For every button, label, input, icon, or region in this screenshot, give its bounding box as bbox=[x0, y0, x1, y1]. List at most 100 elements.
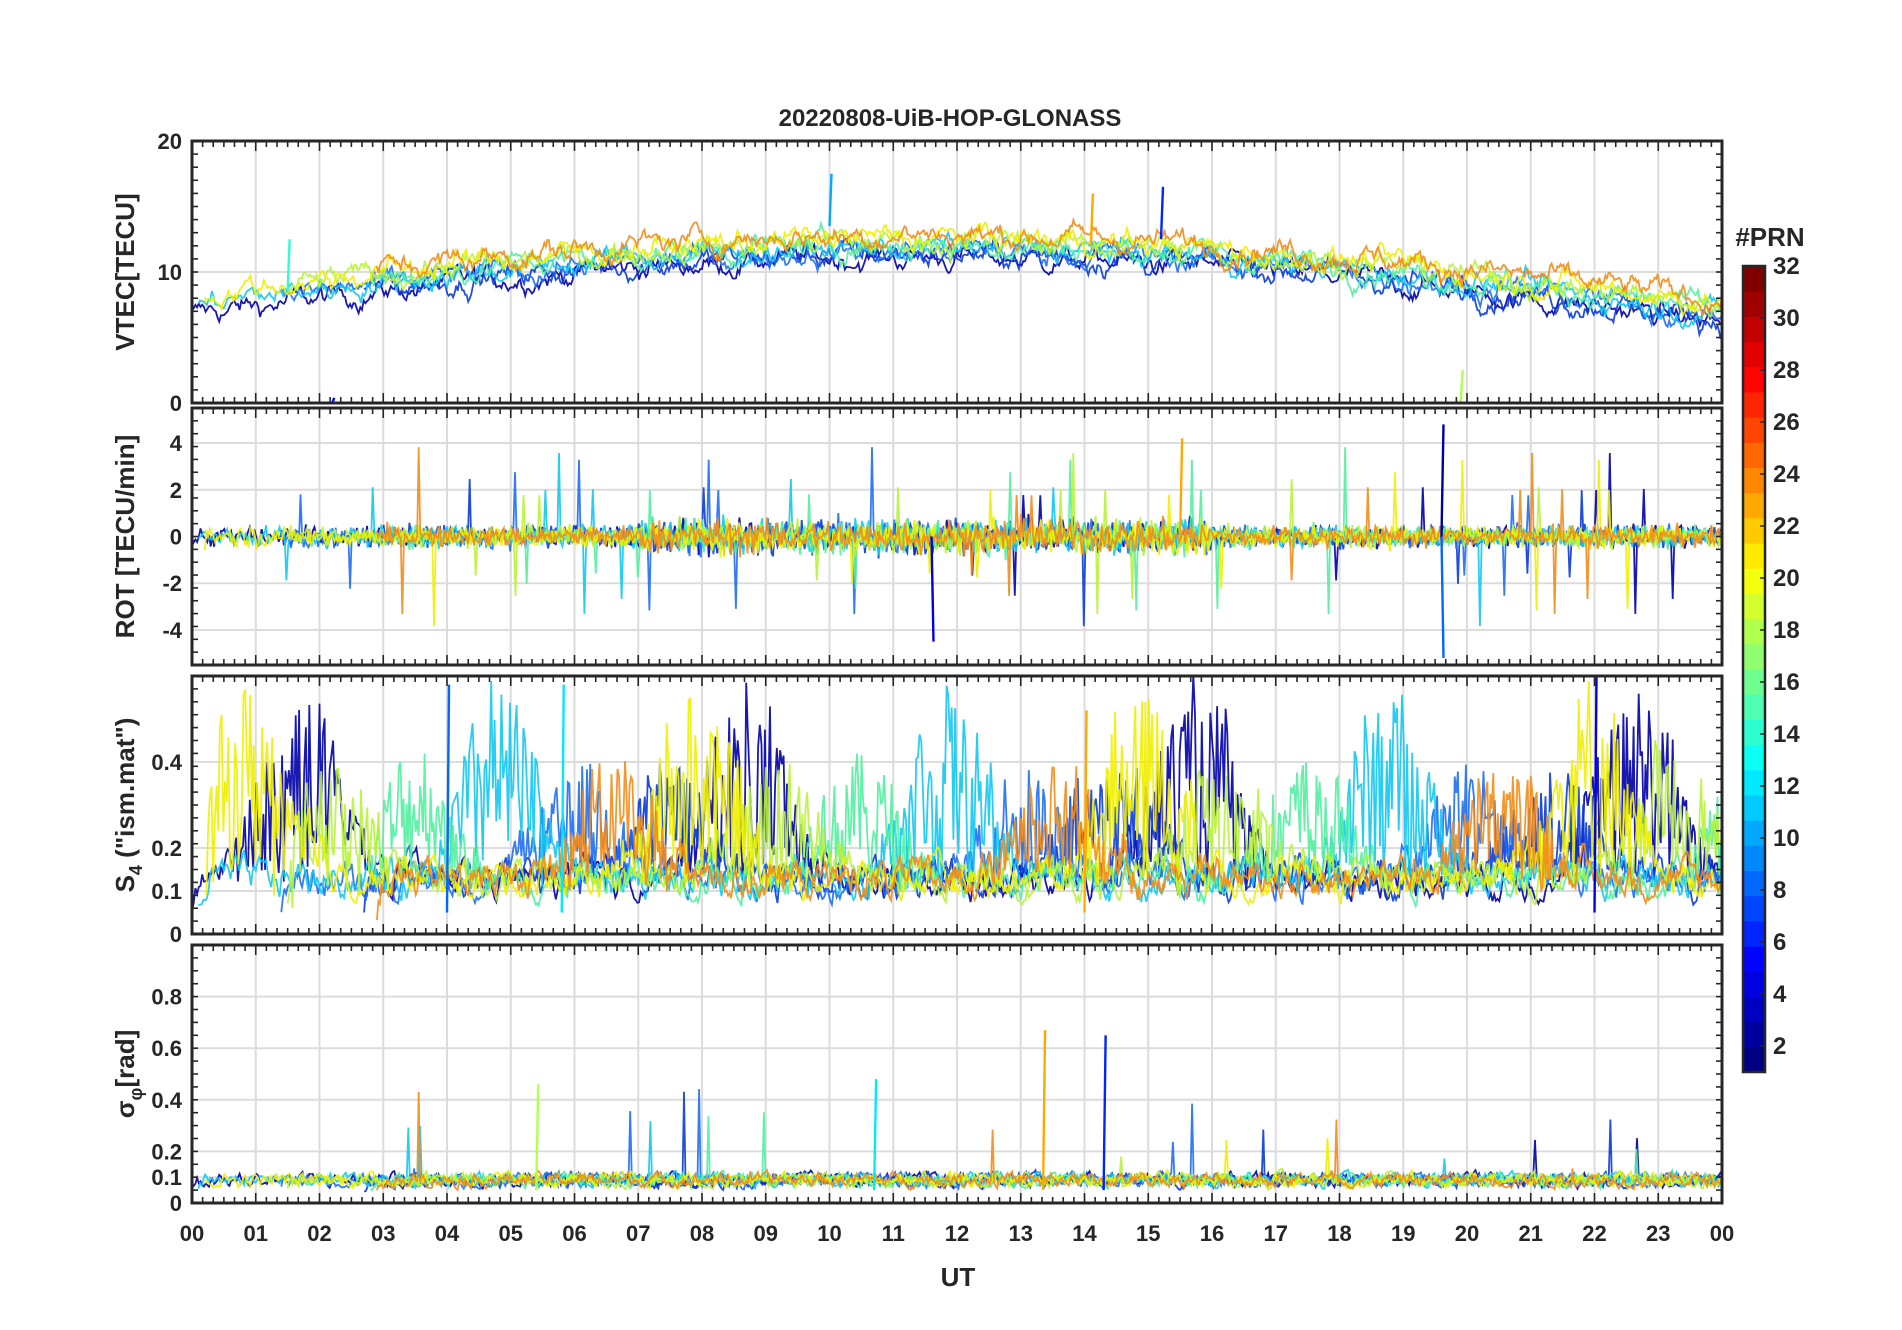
x-axis-label: UT bbox=[941, 1262, 976, 1292]
y-axis-label: VTEC[TECU] bbox=[110, 193, 140, 350]
x-tick-label: 23 bbox=[1646, 1221, 1670, 1246]
colorbar-tick-label: 6 bbox=[1773, 929, 1786, 956]
x-tick-label: 00 bbox=[180, 1221, 204, 1246]
colorbar-tick-label: 10 bbox=[1773, 825, 1800, 852]
y-tick-label: 20 bbox=[158, 129, 182, 154]
y-tick-label: 0.4 bbox=[151, 1088, 182, 1113]
x-tick-label: 14 bbox=[1072, 1221, 1097, 1246]
colorbar-segment bbox=[1743, 593, 1765, 620]
data-point bbox=[1083, 710, 1088, 913]
colorbar-segment bbox=[1743, 1021, 1765, 1048]
x-tick-label: 02 bbox=[307, 1221, 331, 1246]
colorbar-segment bbox=[1743, 417, 1765, 443]
panel-minor-ticks bbox=[191, 944, 1723, 1204]
panel-2: -4 -2 0 2 4 ROT [TECU/min] bbox=[110, 406, 1724, 667]
colorbar-segment bbox=[1743, 291, 1765, 317]
x-tick-label: 22 bbox=[1582, 1221, 1606, 1246]
x-tick-label: 20 bbox=[1455, 1221, 1479, 1246]
x-tick-labels: 00 01 02 03 04 05 06 07 08 09 10 11 12 13 14 15 16 17 18 19… bbox=[180, 1221, 1734, 1246]
y-tick-label: 0.2 bbox=[151, 836, 182, 861]
x-tick-label: 13 bbox=[1009, 1221, 1033, 1246]
colorbar-segment bbox=[1743, 769, 1765, 796]
y-tick-label: 0.4 bbox=[151, 750, 182, 775]
colorbar-tick-label: 18 bbox=[1773, 617, 1800, 644]
data-point bbox=[1089, 193, 1095, 246]
colorbar-segment bbox=[1743, 492, 1765, 519]
y-tick-label: 4 bbox=[170, 431, 183, 456]
panel-traces bbox=[192, 1030, 1722, 1193]
colorbar-frame bbox=[1741, 264, 1767, 1074]
panel-traces bbox=[192, 676, 1722, 920]
panel-1: 0 10 20 VTEC[TECU] bbox=[110, 129, 1724, 416]
series-line bbox=[376, 216, 1722, 318]
y-tick-label: 0 bbox=[170, 1191, 182, 1216]
series-line bbox=[280, 763, 1722, 913]
x-tick-label: 19 bbox=[1391, 1221, 1415, 1246]
colorbar-tick-label: 26 bbox=[1773, 409, 1800, 436]
y-tick-label: 0 bbox=[170, 922, 182, 947]
x-tick-label: 12 bbox=[945, 1221, 969, 1246]
series-line bbox=[363, 478, 1722, 627]
panel-3: 00.10.20.4S4 ("ism.mat") bbox=[110, 674, 1724, 947]
y-axis-label-rest: ("ism.mat") bbox=[110, 718, 140, 865]
colorbar-tick-label: 14 bbox=[1773, 721, 1800, 748]
y-tick-label: 0.2 bbox=[151, 1139, 182, 1164]
y-axis-label-sub: φ bbox=[126, 1087, 146, 1100]
y-tick-label: 2 bbox=[170, 478, 182, 503]
colorbar-segment bbox=[1743, 996, 1765, 1023]
series-line bbox=[376, 760, 1722, 920]
colorbar-segment bbox=[1743, 794, 1765, 821]
panel-minor-ticks bbox=[191, 140, 1723, 404]
panel-minor-ticks bbox=[191, 407, 1723, 666]
panel-minor-ticks bbox=[191, 675, 1723, 935]
x-tick-label: 17 bbox=[1264, 1221, 1288, 1246]
colorbar-segment bbox=[1743, 517, 1765, 544]
data-point bbox=[1440, 424, 1445, 537]
data-point bbox=[1178, 438, 1184, 537]
y-axis-label-sub: 4 bbox=[126, 865, 146, 875]
x-tick-label: 16 bbox=[1200, 1221, 1224, 1246]
colorbar-tick-label: 2 bbox=[1773, 1033, 1786, 1060]
data-point bbox=[1102, 1035, 1107, 1191]
colorbar-tick-label: 8 bbox=[1773, 877, 1786, 904]
colorbar-segment bbox=[1743, 442, 1765, 468]
x-tick-label: 03 bbox=[371, 1221, 395, 1246]
colorbar-segment bbox=[1743, 341, 1765, 368]
data-point bbox=[560, 684, 565, 913]
colorbar-tick-label: 32 bbox=[1773, 253, 1800, 280]
colorbar-tick-label: 16 bbox=[1773, 669, 1800, 696]
y-axis-label-main: σ bbox=[110, 1100, 140, 1118]
colorbar-segment bbox=[1743, 845, 1765, 871]
y-tick-label: 0.1 bbox=[151, 879, 182, 904]
data-point bbox=[1159, 186, 1165, 240]
y-tick-label: 0.6 bbox=[151, 1036, 182, 1061]
colorbar-tick-label: 20 bbox=[1773, 565, 1800, 592]
colorbar-segment bbox=[1743, 316, 1765, 343]
colorbar-tick-label: 22 bbox=[1773, 513, 1800, 540]
colorbar-segment bbox=[1743, 543, 1765, 569]
y-tick-label: 10 bbox=[158, 260, 182, 285]
data-point bbox=[286, 239, 291, 292]
colorbar-segment bbox=[1743, 643, 1765, 670]
colorbar-segment bbox=[1743, 1046, 1765, 1073]
y-axis-label-rest: [rad] bbox=[110, 1030, 140, 1088]
x-tick-label: 01 bbox=[244, 1221, 268, 1246]
colorbar-segment bbox=[1743, 946, 1765, 972]
y-tick-label: -4 bbox=[162, 618, 182, 643]
series-line bbox=[376, 447, 1722, 615]
data-point bbox=[1440, 536, 1445, 659]
data-point bbox=[1459, 370, 1464, 403]
colorbar-segment bbox=[1743, 391, 1765, 418]
x-tick-label: 15 bbox=[1136, 1221, 1160, 1246]
series-line bbox=[203, 459, 1722, 627]
y-axis-label: ROT [TECU/min] bbox=[110, 435, 140, 639]
series-line bbox=[204, 1138, 1722, 1191]
colorbar-tick-label: 30 bbox=[1773, 305, 1800, 332]
x-tick-label: 06 bbox=[562, 1221, 586, 1246]
panel-4: 00.10.20.40.60.8σφ[rad] bbox=[110, 943, 1724, 1216]
colorbar-segment bbox=[1743, 366, 1765, 393]
x-tick-label: 08 bbox=[690, 1221, 714, 1246]
colorbar-segment bbox=[1743, 920, 1765, 947]
